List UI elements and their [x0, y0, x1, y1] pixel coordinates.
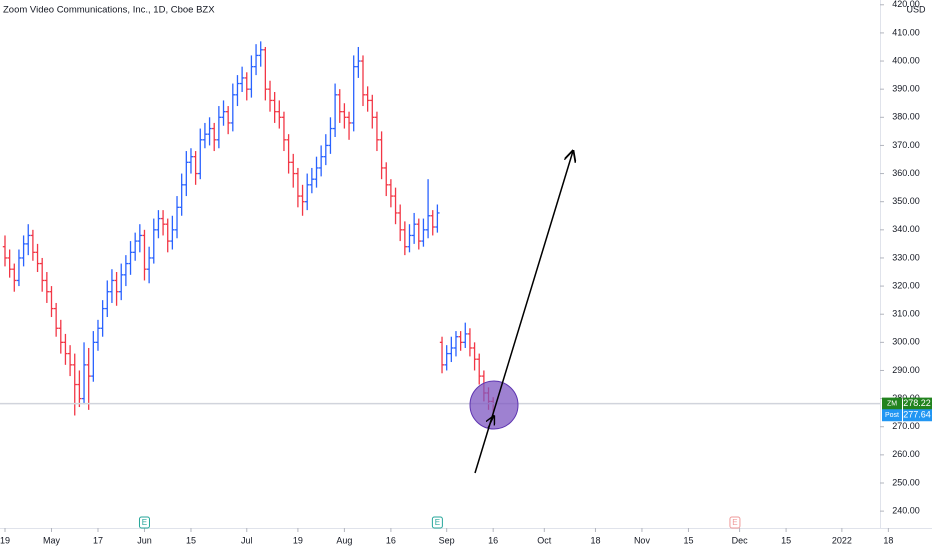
price-tag — [903, 397, 932, 410]
small-arrow[interactable] — [488, 416, 494, 429]
x-tick-label: 16 — [386, 535, 396, 545]
x-tick-label: 17 — [93, 535, 103, 545]
plot — [0, 41, 880, 417]
post-label: Post — [885, 412, 899, 419]
x-tick-label: 2022 — [832, 535, 852, 545]
y-tick-label: 370.00 — [892, 140, 920, 150]
x-tick-label: May — [43, 535, 61, 545]
x-tick-label: 15 — [683, 535, 693, 545]
highlight-circle[interactable] — [469, 380, 519, 430]
x-tick-label: Aug — [336, 535, 352, 545]
y-tick-label: 350.00 — [892, 196, 920, 206]
x-tick-label: 19 — [0, 535, 10, 545]
event-marker — [431, 516, 443, 529]
x-tick-label: 16 — [488, 535, 498, 545]
y-tick-label: 240.00 — [892, 505, 920, 515]
event-label: E — [732, 518, 737, 527]
x-tick-label: Sep — [439, 535, 455, 545]
event-label: E — [142, 518, 147, 527]
price-label: 278.22 — [903, 398, 931, 408]
x-tick-label: Oct — [537, 535, 552, 545]
y-tick-label: 290.00 — [892, 365, 920, 375]
y-tick-label: 390.00 — [892, 84, 920, 94]
y-tick-label: 250.00 — [892, 477, 920, 487]
y-tick-label: 410.00 — [892, 27, 920, 37]
x-tick-label: 19 — [293, 535, 303, 545]
y-tick-label: 380.00 — [892, 112, 920, 122]
y-tick-label: 320.00 — [892, 280, 920, 290]
event-label: E — [435, 518, 440, 527]
chart-title: Zoom Video Communications, Inc., 1D, Cbo… — [3, 5, 215, 16]
x-tick-label: Jun — [137, 535, 152, 545]
currency: USD — [906, 4, 926, 14]
event-marker — [729, 516, 741, 529]
x-tick-label: 15 — [781, 535, 791, 545]
y-tick-label: 330.00 — [892, 252, 920, 262]
x-tick-label: Jul — [241, 535, 253, 545]
x-tick-label: Nov — [634, 535, 651, 545]
y-tick-label: 400.00 — [892, 55, 920, 65]
x-tick-label: 18 — [883, 535, 893, 545]
event-marker — [138, 516, 150, 529]
x-tick-label: Dec — [732, 535, 749, 545]
symbol-tag — [882, 397, 902, 410]
y-tick-label: 270.00 — [892, 421, 920, 431]
symbol-label: ZM — [887, 400, 897, 407]
y-tick-label: 360.00 — [892, 168, 920, 178]
post-price-label: 277.64 — [903, 410, 931, 420]
x-tick-label: 18 — [590, 535, 600, 545]
y-tick-label: 260.00 — [892, 449, 920, 459]
y-tick-label: 340.00 — [892, 224, 920, 234]
y-tick-label: 310.00 — [892, 309, 920, 319]
x-tick-label: 15 — [186, 535, 196, 545]
post-tag — [882, 409, 902, 422]
y-tick-label: 420.00 — [892, 0, 920, 9]
post-price-tag — [903, 409, 932, 422]
y-tick-label: 300.00 — [892, 337, 920, 347]
